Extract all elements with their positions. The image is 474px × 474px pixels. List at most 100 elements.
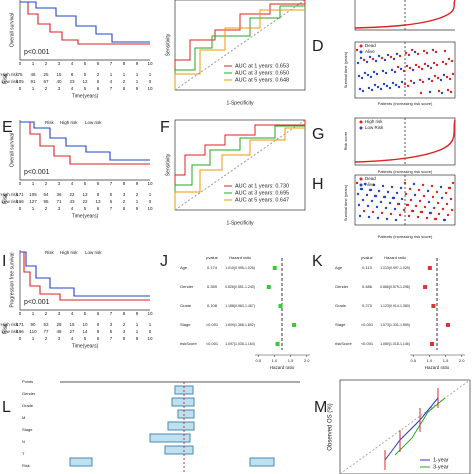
x-tick-label: 2 [45, 311, 48, 316]
status-dot [423, 62, 427, 66]
status-dot [382, 195, 386, 199]
p-value: p<0.001 [24, 49, 50, 56]
x-tick-label: 1 [32, 61, 35, 66]
status-dot [388, 86, 392, 90]
risk-count: 75 [17, 72, 23, 77]
risk-count: 95 [43, 199, 49, 204]
status-dot [416, 52, 420, 56]
status-dot [429, 66, 433, 70]
x-tick-label: 7 [110, 206, 113, 211]
hr-text: 1.097(1.035-1.164) [225, 342, 255, 346]
x-tick-label: 2 [45, 206, 48, 211]
x-tick-label: 9 [136, 61, 139, 66]
p-value: 0.486 [362, 284, 373, 289]
risk-count: 15 [56, 72, 62, 77]
x-tick-label: 4 [71, 86, 74, 91]
km-high [20, 1, 150, 45]
x-tick-label: 2 [45, 86, 48, 91]
status-dot [395, 191, 399, 195]
status-dot [431, 195, 435, 199]
legend-dot [359, 126, 363, 130]
x-tick-label: 10 [147, 311, 153, 316]
km-low [20, 121, 150, 161]
status-dot [359, 187, 363, 191]
risk-count: 2 [136, 192, 139, 197]
risk-row: High risk [0, 322, 18, 327]
status-dot [418, 199, 422, 203]
x-label: Time(years) [72, 343, 99, 349]
x-tick-label: 8 [123, 61, 126, 66]
panel-label: F [160, 119, 170, 136]
roc-1 [174, 0, 306, 90]
status-dot [358, 87, 362, 91]
status-dot [359, 56, 363, 60]
status-dot [393, 70, 397, 74]
x-label: Patients (increasing risk socre) [378, 101, 433, 106]
x-tick-label: 9 [136, 206, 139, 211]
roc-3 [174, 125, 305, 210]
risk-count: 4 [110, 79, 113, 84]
status-dot [427, 200, 431, 204]
hr-text: 1.123(0.914-1.380) [380, 304, 410, 308]
x-tick-label: 1 [32, 311, 35, 316]
risk-count: 77 [43, 329, 49, 334]
risk-count: 1 [136, 329, 139, 334]
hr-box [292, 323, 297, 327]
km-axis [19, 120, 150, 181]
status-dot [428, 90, 432, 94]
col-head: Hazard ratio [384, 255, 407, 260]
risk-count: 1 [149, 192, 152, 197]
risk-count: 105 [16, 79, 24, 84]
status-dot [432, 61, 436, 65]
status-dot [385, 217, 389, 221]
y-label: Overall survival [9, 13, 15, 47]
km-high [20, 121, 150, 165]
status-dot [445, 75, 449, 79]
legend-item: Dead [365, 43, 376, 48]
status-dot [379, 200, 383, 204]
x-tick-label: 1 [32, 336, 35, 341]
risk-count: 1 [149, 322, 152, 327]
status-dot [449, 90, 453, 94]
x-label: Hazard ratio [425, 365, 450, 370]
status-dot [399, 186, 403, 190]
p-value: 0.359 [207, 284, 218, 289]
status-dot [390, 68, 394, 72]
status-dot [381, 184, 385, 188]
x-tick-label: 6 [97, 206, 100, 211]
hr-box [431, 304, 436, 308]
status-dot [446, 213, 450, 217]
risk-count: 48 [56, 329, 62, 334]
status-dot [376, 216, 380, 220]
p-value: <0.001 [206, 322, 219, 327]
status-dot [426, 189, 430, 193]
row-name: riskScore [335, 341, 352, 346]
panel-label: L [2, 399, 11, 416]
row-name: Gender [180, 284, 194, 289]
x-tick-label: 9 [136, 311, 139, 316]
status-dot [372, 70, 376, 74]
risk-count: 1 [136, 79, 139, 84]
status-dot [431, 48, 435, 52]
risk-count: 9 [97, 329, 100, 334]
x-tick-label: 1.0 [427, 358, 433, 363]
hr-text: 1.013(0.997-1.029) [380, 266, 410, 270]
risk-row: High risk [0, 72, 18, 77]
status-dot [412, 81, 416, 85]
calibration [339, 379, 471, 474]
risk-count: 2 [123, 322, 126, 327]
km-axis [19, 0, 150, 61]
status-dot [442, 218, 446, 222]
risk-count: 25 [43, 72, 49, 77]
y-label: Sensitivity [165, 153, 171, 176]
x-label: Time(years) [72, 93, 99, 99]
p-value: <0.001 [206, 341, 219, 346]
risk-count: 36 [56, 192, 62, 197]
legend-item: Low risk [85, 120, 102, 125]
status-dot [357, 74, 361, 78]
hr-text: 1.188(0.963-1.467) [225, 304, 255, 308]
legend-dot [359, 183, 363, 187]
calib-1 [384, 397, 439, 461]
x-tick-label: 6 [97, 336, 100, 341]
